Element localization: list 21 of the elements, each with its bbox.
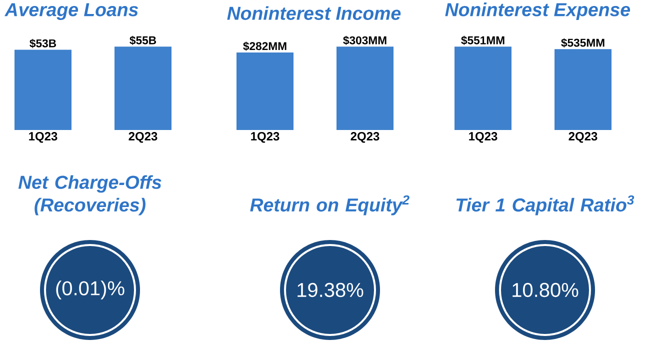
chart-title: Noninterest Income [227, 6, 401, 20]
x-tick-label: 2Q23 [350, 132, 380, 143]
x-tick-label: 2Q23 [128, 132, 158, 143]
x-tick-label: 2Q23 [568, 132, 598, 143]
x-tick-label: 1Q23 [469, 132, 498, 143]
text: Return on Equity$^{2}$ [250, 195, 410, 216]
text: Tier 1 Capital Ratio$^{3}$ [456, 195, 634, 216]
text: (0.01)% [56, 280, 124, 300]
x-tick-label: 1Q23 [251, 132, 280, 143]
data-label: $53B [30, 38, 56, 48]
data-label: $55B [130, 36, 156, 46]
text: 10.80% [512, 282, 578, 298]
chart-title: Average Loans [4, 3, 138, 20]
data-label: $303MM [343, 36, 386, 46]
data-label: $551MM [461, 36, 504, 46]
data-label: $282MM [243, 42, 286, 51]
x-tick-label: 1Q23 [29, 132, 58, 143]
data-label: $535MM [561, 38, 604, 48]
text: Net Charge-Offs (Recoveries) [18, 175, 162, 216]
chart-title: Noninterest Expense [445, 2, 630, 20]
text: 19.38% [298, 282, 364, 298]
